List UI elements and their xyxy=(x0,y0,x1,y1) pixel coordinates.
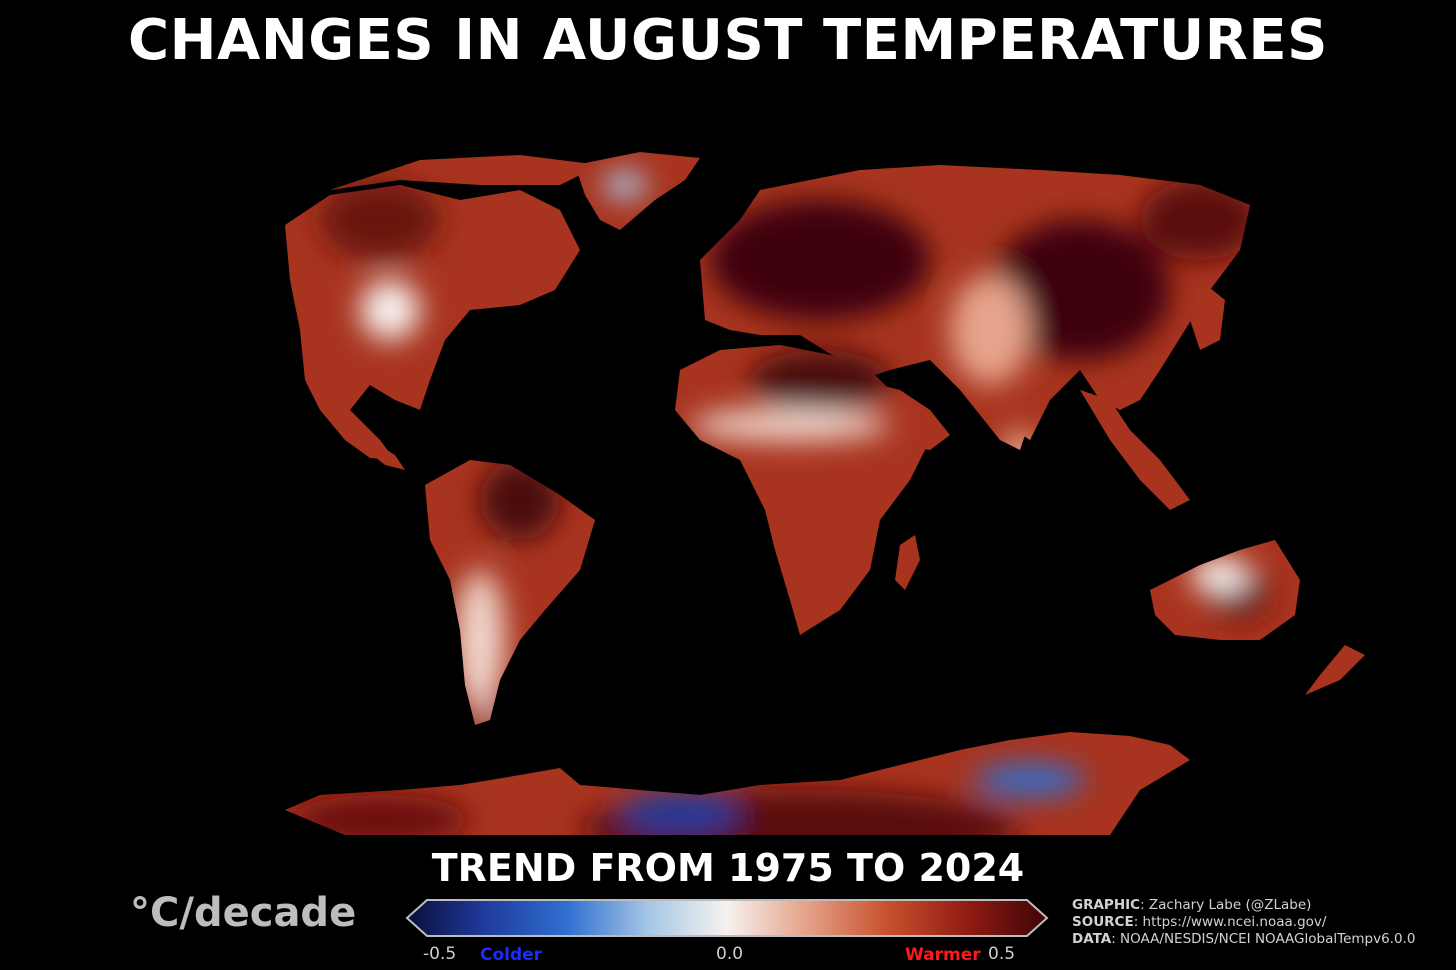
credit-data: DATA: NOAA/NESDIS/NCEI NOAAGlobalTempv6.… xyxy=(1072,931,1415,948)
map-subtitle: TREND FROM 1975 TO 2024 xyxy=(431,846,1025,890)
credit-source: SOURCE: https://www.ncei.noaa.gov/ xyxy=(1072,914,1415,931)
world-map xyxy=(285,152,1365,835)
credit-data-value: : NOAA/NESDIS/NCEI NOAAGlobalTempv6.0.0 xyxy=(1111,931,1416,947)
credit-data-label: DATA xyxy=(1072,931,1112,947)
colder-label: Colder xyxy=(480,945,543,965)
colorbar xyxy=(405,899,1049,937)
credit-graphic-label: GRAPHIC xyxy=(1072,897,1141,913)
colorbar-gradient xyxy=(405,899,1049,937)
colorbar-unit-label: °C/decade xyxy=(130,890,357,936)
colorbar-min-tick: -0.5 xyxy=(423,944,457,964)
credit-source-label: SOURCE xyxy=(1072,914,1134,930)
credit-source-value: : https://www.ncei.noaa.gov/ xyxy=(1133,914,1327,930)
credits-block: GRAPHIC: Zachary Labe (@ZLabe) SOURCE: h… xyxy=(1072,897,1415,948)
colorbar-max-tick: 0.5 xyxy=(988,944,1016,964)
warmer-label: Warmer xyxy=(905,945,981,965)
credit-graphic: GRAPHIC: Zachary Labe (@ZLabe) xyxy=(1072,897,1415,914)
colorbar-mid-tick: 0.0 xyxy=(716,944,744,964)
credit-graphic-value: : Zachary Labe (@ZLabe) xyxy=(1140,897,1312,913)
map-title: CHANGES IN AUGUST TEMPERATURES xyxy=(128,8,1328,73)
